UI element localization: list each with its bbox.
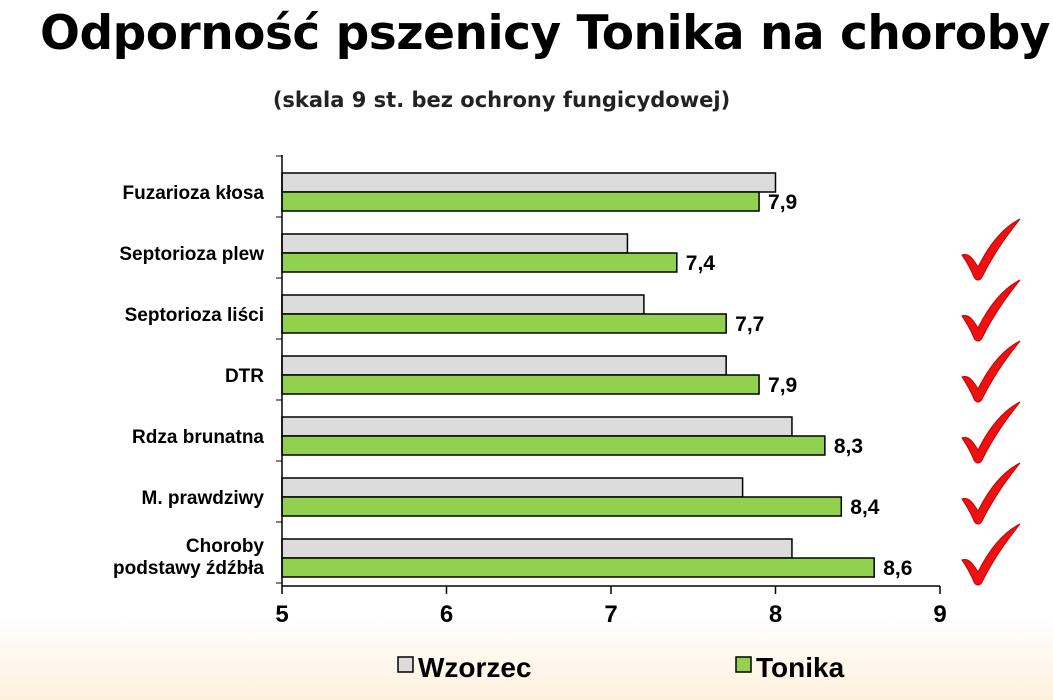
legend-swatch-tonika bbox=[735, 656, 752, 673]
checkmark-icon bbox=[961, 218, 1021, 281]
bar-wzorzec bbox=[281, 416, 793, 437]
category-label: Rdza brunatna bbox=[132, 427, 264, 448]
bar-wzorzec bbox=[281, 233, 629, 254]
bar-tonika bbox=[281, 557, 875, 578]
x-tick-label: 7 bbox=[604, 601, 617, 628]
checkmark-shape bbox=[961, 401, 1021, 464]
bar-wzorzec bbox=[281, 477, 744, 498]
category-label: Choroby podstawy źdźbła bbox=[113, 536, 264, 579]
data-label: 7,9 bbox=[768, 191, 797, 214]
data-label: 7,7 bbox=[735, 313, 764, 336]
checkmark-shape bbox=[961, 523, 1021, 586]
category-label: M. prawdziwy bbox=[142, 488, 265, 509]
bar-tonika bbox=[281, 313, 727, 334]
x-tick-label: 6 bbox=[440, 601, 453, 628]
x-tick-label: 9 bbox=[933, 601, 946, 628]
data-label: 8,6 bbox=[883, 557, 912, 580]
x-tick-label: 5 bbox=[275, 601, 288, 628]
x-tick-label: 8 bbox=[769, 601, 782, 628]
checkmark-icon bbox=[961, 462, 1021, 525]
category-label: Septorioza liści bbox=[125, 305, 264, 326]
bar-tonika bbox=[281, 496, 843, 517]
category-label: DTR bbox=[225, 366, 264, 387]
bar-wzorzec bbox=[281, 172, 777, 193]
bar-wzorzec bbox=[281, 538, 793, 559]
data-label: 7,4 bbox=[686, 252, 716, 275]
data-label: 8,4 bbox=[850, 496, 880, 519]
checkmark-icon bbox=[961, 401, 1021, 464]
checkmark-icon bbox=[961, 340, 1021, 403]
category-label: Fuzarioza kłosa bbox=[123, 183, 265, 204]
checkmark-icon bbox=[961, 523, 1021, 586]
bar-tonika bbox=[281, 252, 678, 273]
checkmark-shape bbox=[961, 462, 1021, 525]
bar-wzorzec bbox=[281, 355, 727, 376]
legend-swatch-wzorzec bbox=[397, 656, 414, 673]
checkmark-icon bbox=[961, 279, 1021, 342]
category-label: Septorioza plew bbox=[119, 244, 264, 265]
checkmark-shape bbox=[961, 340, 1021, 403]
checkmark-shape bbox=[961, 279, 1021, 342]
data-label: 7,9 bbox=[768, 374, 797, 397]
data-label: 8,3 bbox=[834, 435, 863, 458]
chart-subtitle: (skala 9 st. bez ochrony fungicydowej) bbox=[272, 88, 731, 112]
checkmark-shape bbox=[961, 218, 1021, 281]
legend-label-tonika: Tonika bbox=[756, 652, 845, 683]
legend-label-wzorzec: Wzorzec bbox=[418, 652, 532, 683]
bar-tonika bbox=[281, 374, 760, 395]
bar-tonika bbox=[281, 191, 760, 212]
page-title: Odporność pszenicy Tonika na choroby bbox=[40, 6, 1050, 61]
bar-wzorzec bbox=[281, 294, 645, 315]
bar-tonika bbox=[281, 435, 826, 456]
